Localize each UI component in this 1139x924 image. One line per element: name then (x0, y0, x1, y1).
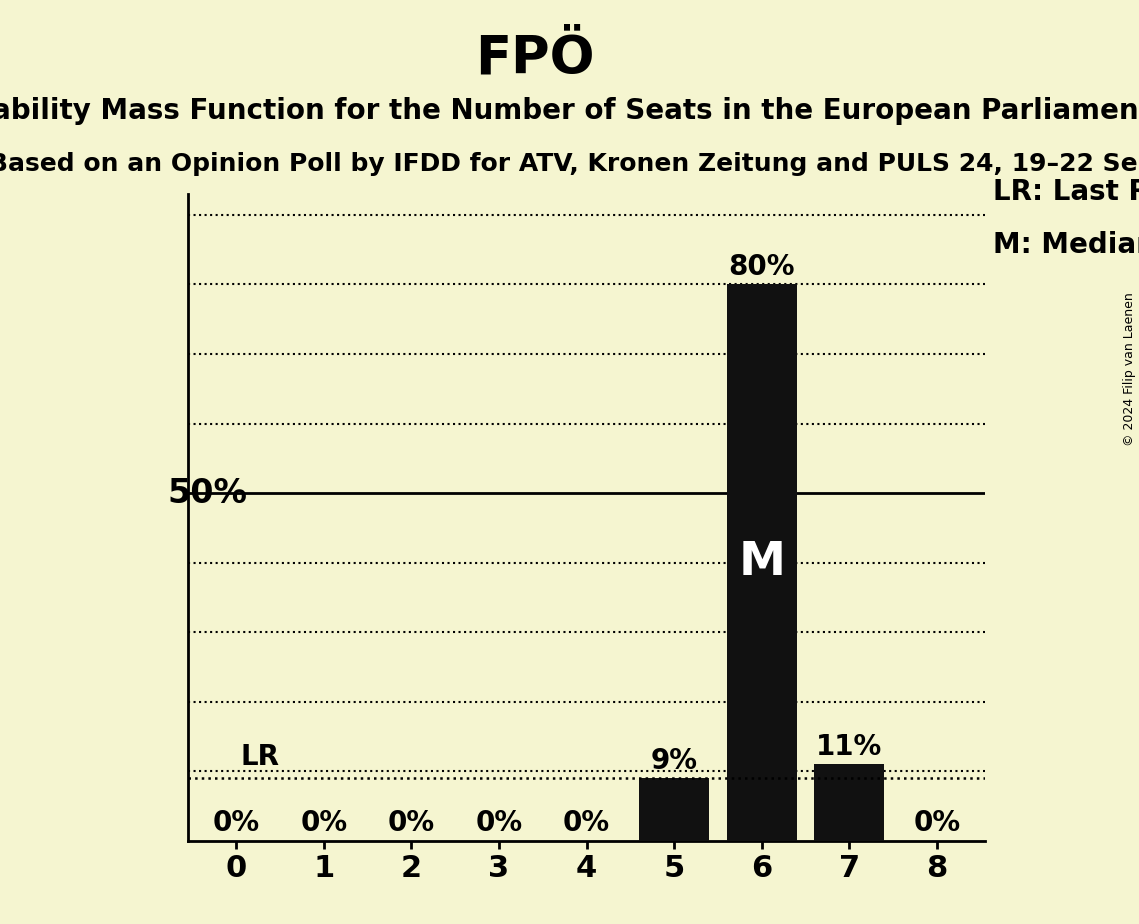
Bar (727, 285, 797, 841)
Text: LR: LR (240, 743, 279, 772)
Text: 0%: 0% (301, 809, 347, 837)
Text: Based on an Opinion Poll by IFDD for ATV, Kronen Zeitung and PULS 24, 19–22 Sept: Based on an Opinion Poll by IFDD for ATV… (0, 152, 1139, 176)
Text: 9%: 9% (650, 747, 698, 774)
Text: LR: Last Result: LR: Last Result (993, 178, 1139, 206)
Text: M: Median: M: Median (993, 231, 1139, 259)
Text: M: M (738, 541, 785, 585)
Text: 80%: 80% (729, 253, 795, 281)
Text: 0%: 0% (387, 809, 435, 837)
Text: 11%: 11% (817, 733, 883, 760)
Text: © 2024 Filip van Laenen: © 2024 Filip van Laenen (1123, 293, 1137, 446)
Text: Probability Mass Function for the Number of Seats in the European Parliament: Probability Mass Function for the Number… (0, 97, 1139, 125)
Bar (814, 764, 885, 841)
Text: 0%: 0% (475, 809, 523, 837)
Text: 0%: 0% (563, 809, 611, 837)
Text: 0%: 0% (213, 809, 260, 837)
Text: 0%: 0% (913, 809, 960, 837)
Text: FPÖ: FPÖ (476, 32, 595, 84)
Bar (639, 778, 710, 841)
Text: 50%: 50% (167, 477, 247, 510)
